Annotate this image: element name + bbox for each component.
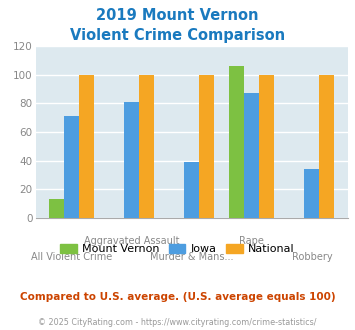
Bar bbox=[79, 75, 94, 218]
Text: Violent Crime Comparison: Violent Crime Comparison bbox=[70, 28, 285, 43]
Bar bbox=[139, 75, 154, 218]
Bar bbox=[320, 75, 334, 218]
Bar bbox=[259, 75, 274, 218]
Bar bbox=[184, 162, 199, 218]
Legend: Mount Vernon, Iowa, National: Mount Vernon, Iowa, National bbox=[56, 239, 299, 258]
Text: Aggravated Assault: Aggravated Assault bbox=[84, 236, 179, 246]
Text: © 2025 CityRating.com - https://www.cityrating.com/crime-statistics/: © 2025 CityRating.com - https://www.city… bbox=[38, 318, 317, 327]
Text: All Violent Crime: All Violent Crime bbox=[31, 252, 112, 262]
Text: Rape: Rape bbox=[239, 236, 264, 246]
Text: Murder & Mans...: Murder & Mans... bbox=[150, 252, 234, 262]
Bar bbox=[304, 169, 320, 218]
Text: Robbery: Robbery bbox=[291, 252, 332, 262]
Bar bbox=[244, 93, 259, 218]
Bar bbox=[124, 102, 139, 218]
Bar bbox=[229, 66, 244, 218]
Bar bbox=[64, 116, 79, 218]
Text: Compared to U.S. average. (U.S. average equals 100): Compared to U.S. average. (U.S. average … bbox=[20, 292, 335, 302]
Bar bbox=[199, 75, 214, 218]
Bar bbox=[49, 199, 64, 218]
Text: 2019 Mount Vernon: 2019 Mount Vernon bbox=[96, 8, 259, 23]
